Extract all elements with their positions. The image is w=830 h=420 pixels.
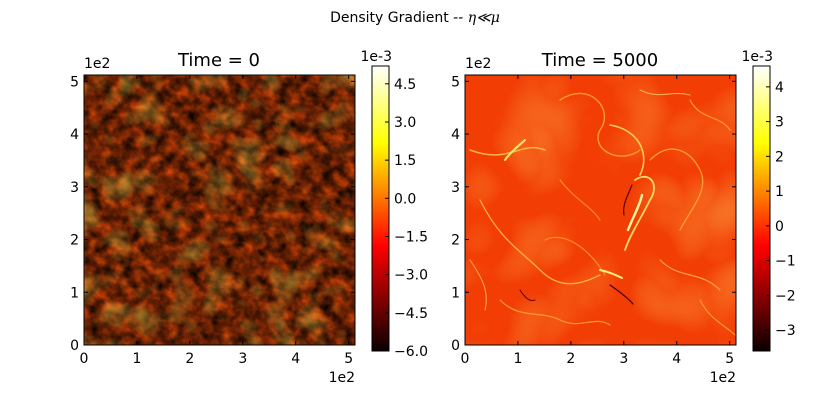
x-tick-label: 2	[185, 351, 194, 367]
y-offset-label: 1e2	[84, 56, 110, 72]
x-tick-label: 2	[566, 351, 575, 367]
colorbar	[371, 65, 390, 352]
colorbar-tick-label: 4	[775, 80, 784, 96]
x-tick-label: 0	[80, 351, 89, 367]
y-tick-label: 4	[70, 127, 79, 143]
y-tick-label: 3	[451, 180, 460, 196]
y-tick-label: 0	[70, 338, 79, 354]
colorbar-tick-label: 4.5	[394, 77, 416, 93]
x-tick-label: 5	[725, 351, 734, 367]
x-tick-label: 3	[238, 351, 247, 367]
x-tick-label: 3	[619, 351, 628, 367]
colorbar-tick-label: 0.0	[394, 191, 416, 207]
colorbar-tick-label: −3.0	[394, 268, 428, 284]
colorbar-tick-label: 3.0	[394, 115, 416, 131]
y-tick-label: 2	[451, 233, 460, 249]
panel-title: Time = 0	[177, 50, 260, 71]
colorbar-offset-label: 1e-3	[361, 49, 392, 65]
axes-ticks: 0 1 2 3 4 5 0 1 2 3 4 5	[70, 74, 355, 367]
colorbar-ticks: 4.5 3.0 1.5 0.0 −1.5 −3.0 −4.5 −6.0	[385, 77, 428, 360]
x-tick-label: 5	[344, 351, 353, 367]
colorbar-tick-label: 3	[775, 115, 784, 131]
y-offset-label: 1e2	[465, 56, 491, 72]
x-offset-label: 1e2	[710, 370, 736, 386]
axes-frame	[464, 74, 737, 346]
figure-suptitle: Density Gradient -- η≪μ	[330, 10, 500, 26]
colorbar-ticks: 4 3 2 1 0 −1 −2 −3	[766, 80, 796, 339]
x-tick-label: 1	[513, 351, 522, 367]
y-tick-label: 1	[451, 285, 460, 301]
colorbar-tick-label: 0	[775, 219, 784, 235]
x-tick-label: 1	[132, 351, 141, 367]
panel-time-5000: Time = 5000	[451, 49, 796, 386]
colorbar-tick-label: −1	[775, 254, 796, 270]
panel-title: Time = 5000	[541, 50, 658, 71]
panel-time-0: Time = 0 0 1 2 3 4 5 0 1 2 3 4 5 1e2 1e2 4.5 3.0 1.5 0…	[70, 49, 428, 386]
colorbar-tick-label: −2	[775, 288, 796, 304]
x-tick-label: 4	[291, 351, 300, 367]
colorbar-tick-label: 2	[775, 149, 784, 165]
y-tick-label: 3	[70, 180, 79, 196]
colorbar-tick-label: −6.0	[394, 344, 428, 360]
colorbar-tick-label: 1.5	[394, 153, 416, 169]
y-tick-label: 2	[70, 233, 79, 249]
colorbar	[752, 65, 771, 352]
y-tick-label: 5	[70, 74, 79, 90]
colorbar-tick-label: −3	[775, 323, 796, 339]
axes-ticks: 0 1 2 3 4 5 0 1 2 3 4 5	[451, 74, 736, 367]
colorbar-tick-label: −4.5	[394, 306, 428, 322]
x-offset-label: 1e2	[329, 370, 355, 386]
y-tick-label: 5	[451, 74, 460, 90]
x-tick-label: 4	[672, 351, 681, 367]
heatmap-image	[465, 75, 736, 345]
axes-frame	[83, 74, 356, 346]
y-tick-label: 4	[451, 127, 460, 143]
heatmap-image	[84, 75, 355, 345]
colorbar-tick-label: −1.5	[394, 229, 428, 245]
colorbar-offset-label: 1e-3	[742, 49, 773, 65]
y-tick-label: 1	[70, 285, 79, 301]
y-tick-label: 0	[451, 338, 460, 354]
colorbar-tick-label: 1	[775, 184, 784, 200]
x-tick-label: 0	[461, 351, 470, 367]
